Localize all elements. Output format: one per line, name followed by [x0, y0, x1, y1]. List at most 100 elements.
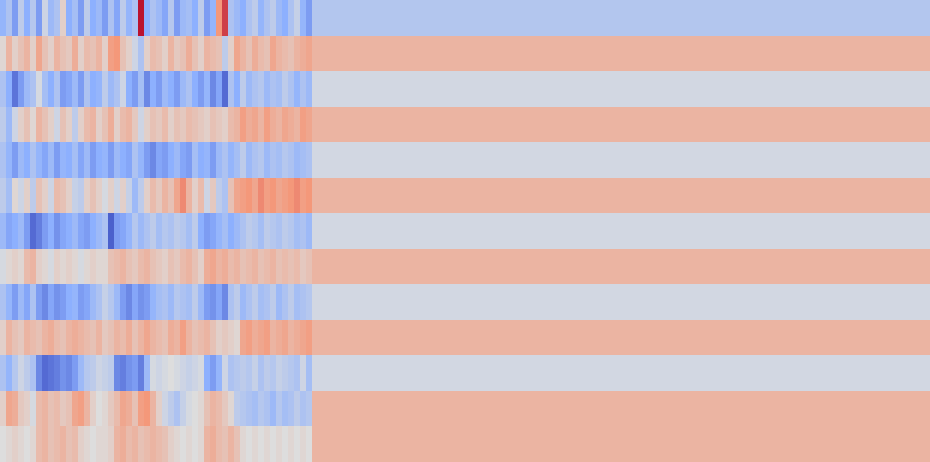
- heatmap-cell-r2-c12: [72, 71, 78, 107]
- heatmap-cell-r5-c19: [114, 178, 120, 213]
- heatmap-cell-r8-c47: [282, 284, 288, 320]
- heatmap-cell-r5-c15: [90, 178, 96, 213]
- heatmap-cell-r11-c39: [234, 391, 240, 426]
- heatmap-cell-r8-c1: [6, 284, 12, 320]
- heatmap-cell-r3-c51: [306, 107, 312, 142]
- heatmap-cell-r1-c42: [252, 36, 258, 71]
- heatmap-cell-r8-c20: [120, 284, 126, 320]
- heatmap-cell-r2-c10: [60, 71, 66, 107]
- heatmap-cell-r10-c14: [84, 355, 90, 391]
- heatmap-cell-r0-c8: [48, 0, 54, 36]
- heatmap-cell-r7-c19: [114, 249, 120, 284]
- heatmap-cell-r0-c31: [186, 0, 192, 36]
- heatmap-cell-r8-c46: [276, 284, 282, 320]
- heatmap-cell-r0-c5: [30, 0, 36, 36]
- heatmap-cell-r5-c5: [30, 178, 36, 213]
- heatmap-cell-r0-c43: [258, 0, 264, 36]
- heatmap-cell-r6-c41: [246, 213, 252, 249]
- heatmap-cell-r6-c8: [48, 213, 54, 249]
- heatmap-row-band-r12: [312, 426, 930, 462]
- heatmap-cell-r12-c37: [222, 426, 228, 462]
- heatmap-cell-r10-c2: [12, 355, 18, 391]
- heatmap-cell-r5-c27: [162, 178, 168, 213]
- heatmap-cell-r4-c48: [288, 142, 294, 178]
- heatmap-cell-r4-c7: [42, 142, 48, 178]
- heatmap-cell-r1-c33: [198, 36, 204, 71]
- heatmap-cell-r0-c38: [228, 0, 234, 36]
- heatmap-cell-r4-c18: [108, 142, 114, 178]
- heatmap-row-band-r3: [312, 107, 930, 142]
- heatmap-cell-r7-c12: [72, 249, 78, 284]
- heatmap-cell-r12-c30: [180, 426, 186, 462]
- heatmap-cell-r4-c44: [264, 142, 270, 178]
- heatmap-cell-r8-c35: [210, 284, 216, 320]
- heatmap-cell-r11-c47: [282, 391, 288, 426]
- heatmap-cell-r12-c41: [246, 426, 252, 462]
- heatmap-cell-r11-c27: [162, 391, 168, 426]
- heatmap-cell-r0-c18: [108, 0, 114, 36]
- heatmap-cell-r0-c2: [12, 0, 18, 36]
- heatmap-cell-r6-c14: [84, 213, 90, 249]
- heatmap-cell-r10-c11: [66, 355, 72, 391]
- heatmap-cell-r3-c43: [258, 107, 264, 142]
- heatmap-cell-r9-c45: [270, 320, 276, 355]
- heatmap-cell-r9-c31: [186, 320, 192, 355]
- heatmap-cell-r0-c15: [90, 0, 96, 36]
- heatmap-cell-r7-c26: [156, 249, 162, 284]
- heatmap-cell-r12-c44: [264, 426, 270, 462]
- heatmap-cell-r7-c49: [294, 249, 300, 284]
- heatmap-cell-r0-c46: [276, 0, 282, 36]
- heatmap-cell-r1-c3: [18, 36, 24, 71]
- heatmap-cell-r1-c44: [264, 36, 270, 71]
- heatmap-cell-r11-c20: [120, 391, 126, 426]
- heatmap-cell-r7-c10: [60, 249, 66, 284]
- heatmap-cell-r0-c16: [96, 0, 102, 36]
- heatmap-cell-r6-c4: [24, 213, 30, 249]
- heatmap-cell-r3-c24: [144, 107, 150, 142]
- heatmap-cell-r1-c18: [108, 36, 114, 71]
- heatmap-cell-r0-c0: [0, 0, 6, 36]
- heatmap-cell-r1-c11: [66, 36, 72, 71]
- heatmap-cell-r7-c50: [300, 249, 306, 284]
- heatmap-cell-r10-c25: [150, 355, 156, 391]
- heatmap-cell-r5-c12: [72, 178, 78, 213]
- heatmap-cell-r4-c41: [246, 142, 252, 178]
- heatmap-cell-r10-c15: [90, 355, 96, 391]
- heatmap-cell-r0-c29: [174, 0, 180, 36]
- heatmap-cell-r8-c49: [294, 284, 300, 320]
- heatmap-cell-r11-c36: [216, 391, 222, 426]
- heatmap-cell-r6-c22: [132, 213, 138, 249]
- heatmap-cell-r9-c16: [96, 320, 102, 355]
- heatmap-cell-r6-c18: [108, 213, 114, 249]
- heatmap-cell-r8-c37: [222, 284, 228, 320]
- heatmap-cell-r3-c36: [216, 107, 222, 142]
- heatmap-cell-r5-c14: [84, 178, 90, 213]
- heatmap-cell-r8-c3: [18, 284, 24, 320]
- heatmap-cell-r6-c43: [258, 213, 264, 249]
- heatmap-cell-r5-c3: [18, 178, 24, 213]
- heatmap-cell-r6-c30: [180, 213, 186, 249]
- heatmap-cell-r5-c28: [168, 178, 174, 213]
- heatmap-row-band-r1: [312, 36, 930, 71]
- heatmap-cell-r1-c14: [84, 36, 90, 71]
- heatmap-cell-r8-c7: [42, 284, 48, 320]
- heatmap-cell-r3-c25: [150, 107, 156, 142]
- heatmap-cell-r4-c0: [0, 142, 6, 178]
- heatmap-cell-r1-c7: [42, 36, 48, 71]
- heatmap-cell-r1-c15: [90, 36, 96, 71]
- heatmap-cell-r10-c48: [288, 355, 294, 391]
- heatmap-cell-r1-c47: [282, 36, 288, 71]
- heatmap-cell-r3-c30: [180, 107, 186, 142]
- heatmap-cell-r1-c34: [204, 36, 210, 71]
- heatmap-cell-r7-c27: [162, 249, 168, 284]
- heatmap-cell-r4-c24: [144, 142, 150, 178]
- heatmap-cell-r9-c41: [246, 320, 252, 355]
- heatmap-cell-r6-c20: [120, 213, 126, 249]
- heatmap-cell-r2-c30: [180, 71, 186, 107]
- heatmap-cell-r10-c31: [186, 355, 192, 391]
- heatmap-cell-r6-c31: [186, 213, 192, 249]
- heatmap-cell-r4-c20: [120, 142, 126, 178]
- heatmap-cell-r8-c50: [300, 284, 306, 320]
- heatmap-cell-r5-c35: [210, 178, 216, 213]
- heatmap-cell-r3-c49: [294, 107, 300, 142]
